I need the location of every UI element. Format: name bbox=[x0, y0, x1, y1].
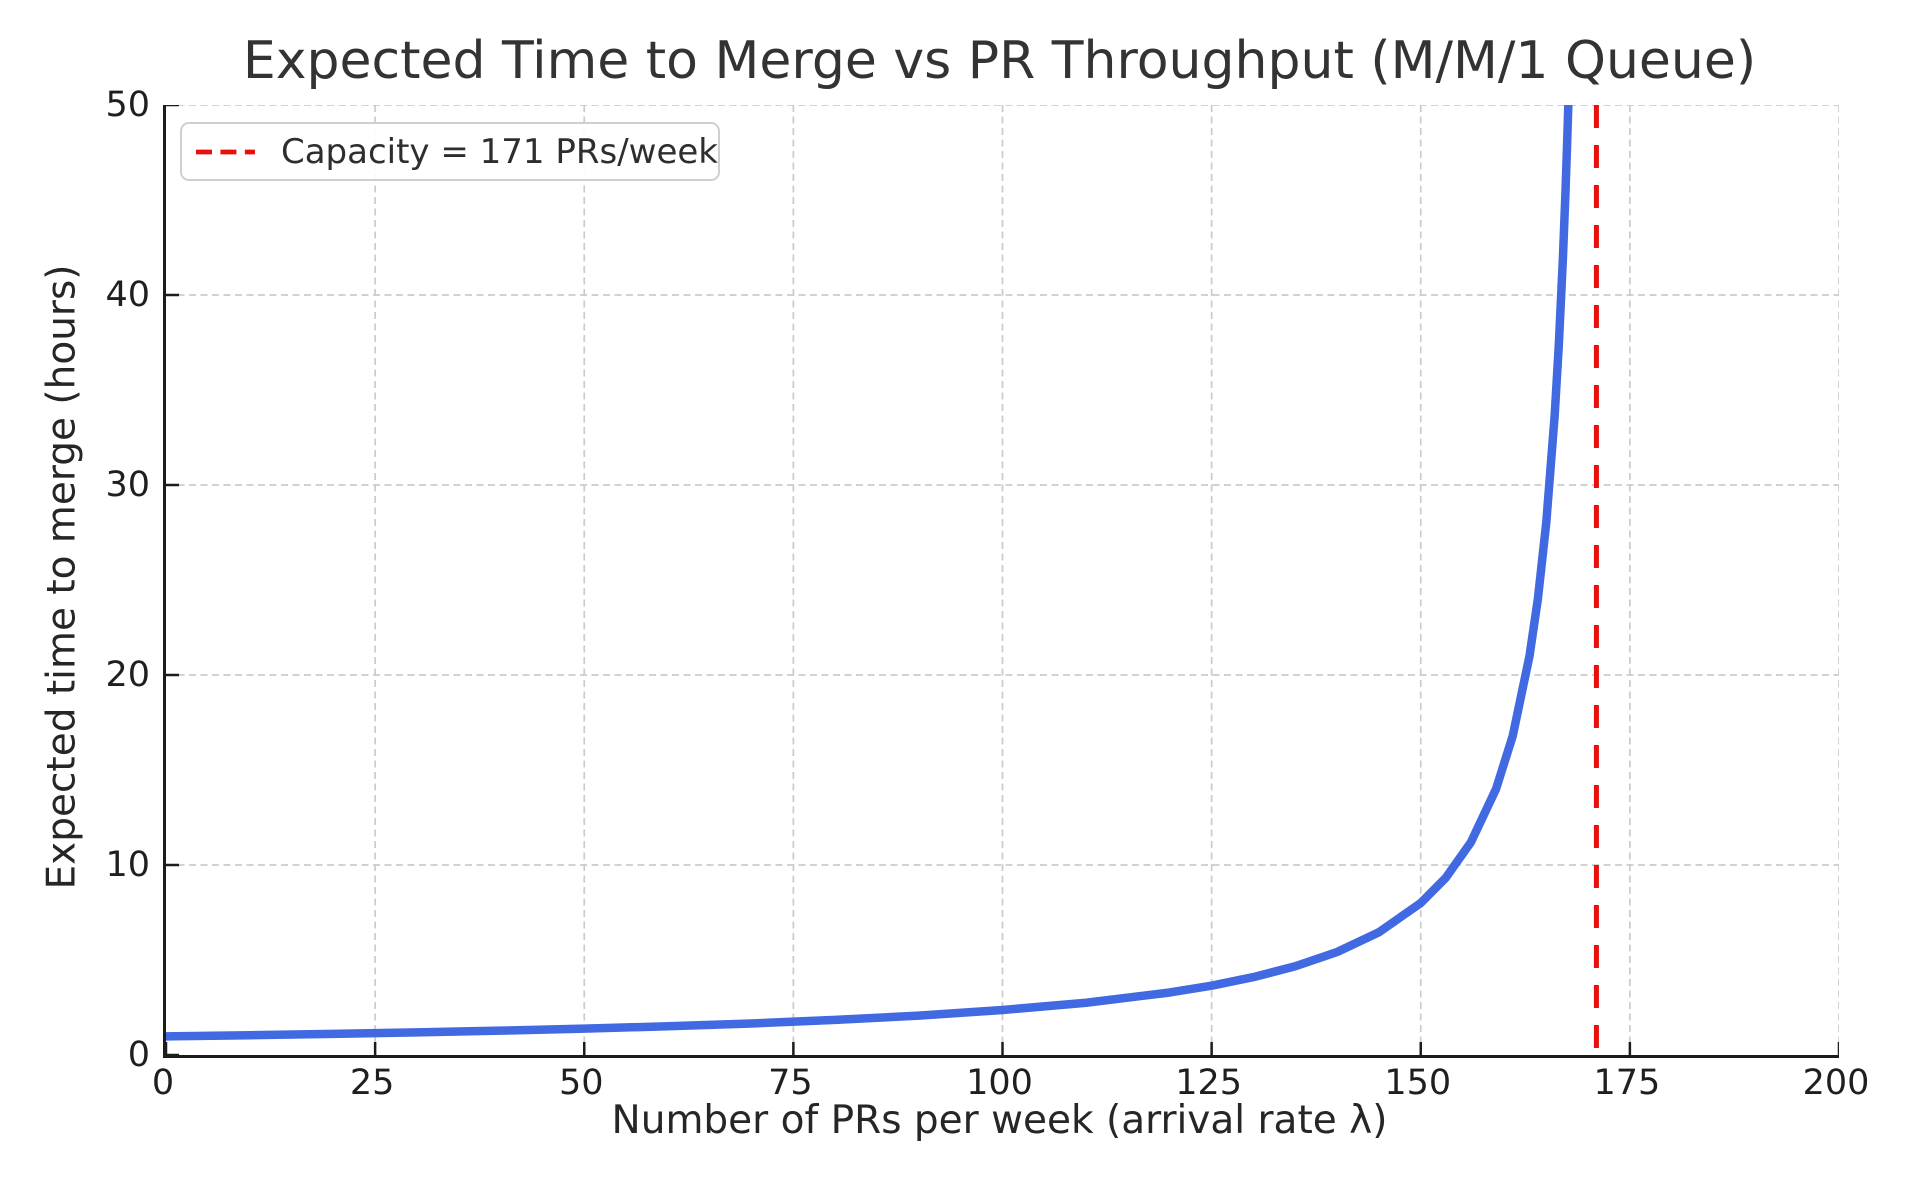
y-tick-label: 50 bbox=[105, 85, 150, 125]
x-tick-label: 0 bbox=[151, 1063, 175, 1103]
x-tick-label: 150 bbox=[1384, 1063, 1452, 1103]
x-tick-label: 200 bbox=[1802, 1063, 1870, 1103]
x-tick-label: 75 bbox=[768, 1063, 813, 1103]
legend-box: Capacity = 171 PRs/week bbox=[180, 122, 720, 181]
legend-dash-sample bbox=[196, 149, 255, 154]
merge-time-curve bbox=[166, 105, 1573, 1041]
x-tick-label: 50 bbox=[558, 1063, 604, 1103]
chart-title: Expected Time to Merge vs PR Throughput … bbox=[242, 31, 1757, 91]
y-tick-label: 30 bbox=[105, 465, 150, 505]
y-tick-label: 0 bbox=[127, 1035, 150, 1075]
y-tick-label: 40 bbox=[105, 275, 150, 315]
x-axis-tick-labels: 0 25 50 75 100 125 150 175 200 bbox=[152, 1061, 1870, 1107]
x-axis-label: Number of PRs per week (arrival rate λ) bbox=[611, 1098, 1388, 1143]
plot-area bbox=[163, 105, 1839, 1058]
x-tick-label: 125 bbox=[1175, 1063, 1243, 1103]
x-tick-label: 100 bbox=[966, 1063, 1033, 1103]
plot-canvas bbox=[166, 105, 1839, 1055]
x-tick-label: 25 bbox=[349, 1063, 395, 1103]
x-tick-label: 175 bbox=[1593, 1063, 1661, 1103]
legend-label: Capacity = 171 PRs/week bbox=[280, 131, 718, 172]
y-tick-label: 20 bbox=[105, 655, 150, 695]
y-tick-label: 10 bbox=[105, 845, 150, 885]
y-axis-tick-labels: 0 10 20 30 40 50 bbox=[0, 85, 150, 1075]
